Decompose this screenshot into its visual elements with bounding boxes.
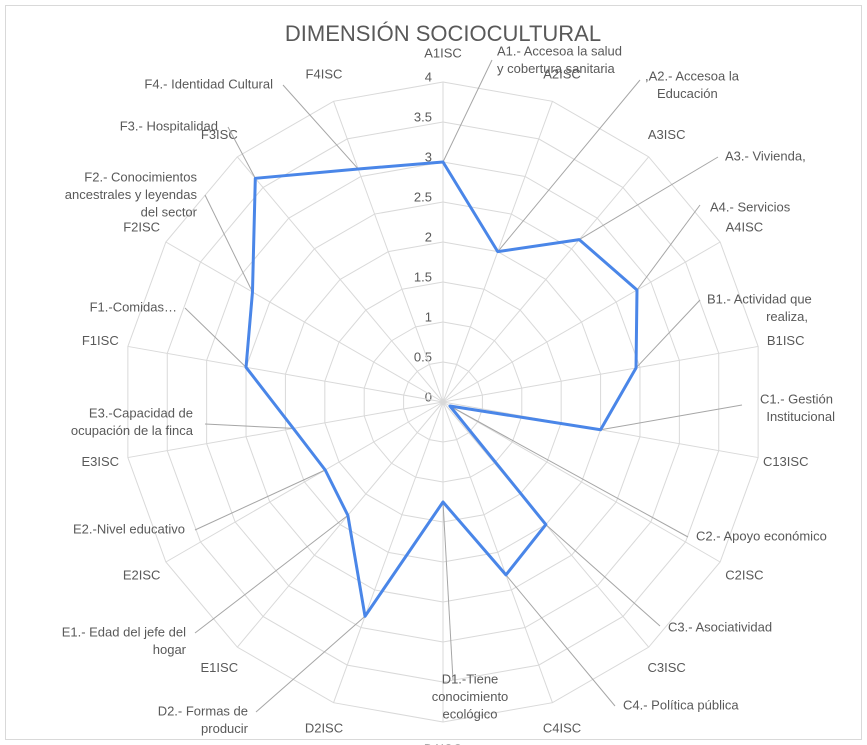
leader-line bbox=[545, 524, 661, 627]
category-label: C2ISC bbox=[725, 567, 763, 582]
leader-line bbox=[442, 501, 454, 681]
leader-line bbox=[635, 299, 701, 369]
y-tick-label: 1.5 bbox=[414, 269, 432, 284]
category-label: F4ISC bbox=[306, 66, 343, 81]
annotation: ocupación de la finca bbox=[71, 423, 194, 438]
annotation: A1.- Accesoa la salud bbox=[497, 43, 622, 58]
leader-line bbox=[600, 404, 743, 431]
category-label: C13ISC bbox=[763, 454, 809, 469]
category-label: E1ISC bbox=[201, 660, 239, 675]
category-label: E2ISC bbox=[123, 567, 161, 582]
y-tick-label: 2.5 bbox=[414, 189, 432, 204]
chart-title: DIMENSIÓN SOCIOCULTURAL bbox=[285, 21, 601, 46]
spoke bbox=[442, 345, 759, 403]
y-tick-label: 3.5 bbox=[414, 109, 432, 124]
annotation: conocimiento bbox=[432, 689, 509, 704]
leader-line bbox=[204, 423, 294, 429]
annotation: F3.- Hospitalidad bbox=[120, 118, 218, 133]
annotation: y cobertura sanitaria bbox=[497, 61, 616, 76]
leader-line bbox=[497, 79, 641, 252]
category-label: A1ISC bbox=[424, 45, 462, 60]
annotation: ,A2.- Accesoa la bbox=[645, 68, 740, 83]
leader-line bbox=[194, 469, 326, 531]
y-tick-label: 3 bbox=[425, 149, 432, 164]
leader-line bbox=[505, 574, 616, 707]
annotation: C1.- Gestión bbox=[760, 391, 833, 406]
category-label: B1ISC bbox=[767, 333, 805, 348]
spoke bbox=[127, 401, 444, 459]
annotation: F1.-Comidas… bbox=[90, 299, 177, 314]
annotation: realiza, bbox=[766, 309, 808, 324]
spoke bbox=[127, 345, 444, 403]
series-line bbox=[244, 160, 639, 618]
annotation: D1.-Tiene bbox=[442, 671, 499, 686]
leader-line bbox=[227, 126, 256, 179]
category-label: A2ISC bbox=[543, 66, 581, 81]
spoke bbox=[442, 156, 650, 403]
y-tick-label: 1 bbox=[425, 309, 432, 324]
y-tick-label: 0.5 bbox=[414, 349, 432, 364]
spoke bbox=[442, 401, 553, 703]
category-label: F3ISC bbox=[201, 127, 238, 142]
leader-line bbox=[255, 615, 366, 713]
category-label: E3ISC bbox=[81, 454, 119, 469]
category-label: A3ISC bbox=[648, 127, 686, 142]
annotation: A4.- Servicios bbox=[710, 199, 791, 214]
annotation: hogar bbox=[153, 642, 187, 657]
leader-line bbox=[282, 84, 359, 170]
leader-line bbox=[204, 194, 253, 293]
annotation: ancestrales y leyendas bbox=[65, 187, 198, 202]
spoke bbox=[165, 241, 444, 403]
annotation: E3.-Capacidad de bbox=[89, 405, 193, 420]
leader-line bbox=[449, 405, 689, 538]
spoke bbox=[333, 101, 444, 403]
annotation: producir bbox=[201, 721, 249, 736]
y-tick-label: 4 bbox=[425, 69, 432, 84]
annotation: C3.- Asociatividad bbox=[668, 619, 772, 634]
annotation: C4.- Política pública bbox=[623, 697, 739, 712]
leader-line bbox=[636, 204, 701, 291]
spoke bbox=[236, 401, 444, 648]
y-tick-label: 2 bbox=[425, 229, 432, 244]
category-label: C3ISC bbox=[648, 660, 686, 675]
spoke bbox=[236, 156, 444, 403]
annotation: F4.- Identidad Cultural bbox=[144, 76, 273, 91]
annotation: C2.- Apoyo económico bbox=[696, 528, 827, 543]
annotation: ecológico bbox=[443, 706, 498, 721]
y-tick-label: 0 bbox=[425, 389, 432, 404]
spoke bbox=[442, 401, 721, 563]
leader-line bbox=[442, 59, 493, 163]
annotation: F2.- Conocimientos bbox=[84, 169, 197, 184]
leader-line bbox=[184, 307, 247, 368]
category-label: F1ISC bbox=[82, 333, 119, 348]
annotation: B1.- Actividad que bbox=[707, 291, 812, 306]
category-label: C4ISC bbox=[543, 720, 581, 735]
annotation: del sector bbox=[141, 204, 198, 219]
category-label: D2ISC bbox=[305, 720, 343, 735]
category-label: A4ISC bbox=[726, 219, 764, 234]
spoke bbox=[333, 401, 444, 703]
annotation: Institucional bbox=[766, 409, 835, 424]
category-label: D1ISC bbox=[424, 741, 462, 745]
spoke bbox=[165, 401, 444, 563]
annotation: A3.- Vivienda, bbox=[725, 148, 806, 163]
annotation: E1.- Edad del jefe del bbox=[62, 624, 186, 639]
category-label: F2ISC bbox=[123, 219, 160, 234]
annotation: D2.- Formas de bbox=[158, 703, 248, 718]
leader-line bbox=[579, 156, 719, 241]
spoke bbox=[442, 241, 721, 403]
annotation: Educación bbox=[657, 86, 718, 101]
leader-line bbox=[194, 514, 349, 634]
annotation: E2.-Nivel educativo bbox=[73, 521, 185, 536]
